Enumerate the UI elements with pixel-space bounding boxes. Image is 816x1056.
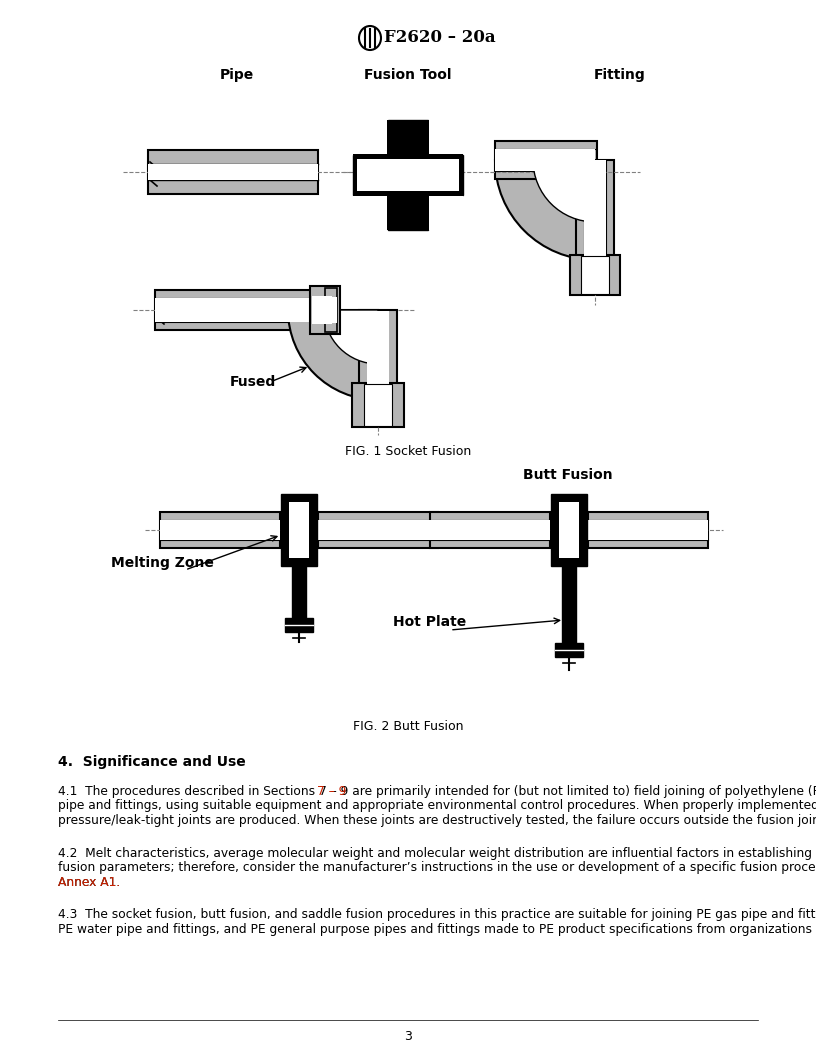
Bar bbox=[562, 566, 576, 646]
Bar bbox=[357, 159, 459, 191]
Bar bbox=[367, 312, 389, 391]
Bar bbox=[310, 286, 340, 334]
Text: Hot Plate: Hot Plate bbox=[393, 615, 467, 629]
Text: Fused: Fused bbox=[230, 375, 276, 389]
Text: Pipe: Pipe bbox=[220, 68, 254, 82]
Bar bbox=[555, 643, 583, 657]
Bar bbox=[160, 512, 280, 548]
Text: 4.  Significance and Use: 4. Significance and Use bbox=[58, 755, 246, 769]
Text: 3: 3 bbox=[404, 1030, 412, 1043]
Text: 4.1  The procedures described in Sections 7 – 9 are primarily intended for (but : 4.1 The procedures described in Sections… bbox=[58, 785, 816, 798]
Bar bbox=[285, 618, 313, 631]
Bar bbox=[429, 120, 463, 154]
Text: PE water pipe and fittings, and PE general purpose pipes and fittings made to PE: PE water pipe and fittings, and PE gener… bbox=[58, 923, 816, 936]
Bar bbox=[559, 502, 579, 558]
Bar bbox=[155, 290, 330, 329]
Text: FIG. 2 Butt Fusion: FIG. 2 Butt Fusion bbox=[353, 720, 463, 733]
Text: Fitting: Fitting bbox=[594, 68, 646, 82]
Text: Butt Fusion: Butt Fusion bbox=[523, 468, 613, 482]
Wedge shape bbox=[288, 310, 378, 400]
Bar bbox=[570, 254, 620, 295]
Text: 4.3  The socket fusion, butt fusion, and saddle fusion procedures in this practi: 4.3 The socket fusion, butt fusion, and … bbox=[58, 908, 816, 921]
Text: pressure/leak-tight joints are produced. When these joints are destructively tes: pressure/leak-tight joints are produced.… bbox=[58, 814, 816, 827]
Wedge shape bbox=[495, 161, 595, 260]
Bar bbox=[312, 296, 332, 324]
Bar bbox=[325, 288, 337, 332]
Bar bbox=[430, 520, 550, 540]
Bar bbox=[588, 512, 708, 548]
Bar bbox=[318, 520, 438, 540]
Bar bbox=[155, 298, 330, 322]
Text: pipe and fittings, using suitable equipment and appropriate environmental contro: pipe and fittings, using suitable equipm… bbox=[58, 799, 816, 812]
Bar bbox=[388, 120, 428, 230]
Text: 7 – 9: 7 – 9 bbox=[317, 785, 346, 798]
Wedge shape bbox=[324, 310, 378, 364]
Bar bbox=[353, 120, 387, 154]
Text: Melting Zone: Melting Zone bbox=[110, 557, 214, 570]
Bar bbox=[576, 161, 614, 260]
Bar bbox=[584, 161, 606, 260]
Text: fusion parameters; therefore, consider the manufacturer’s instructions in the us: fusion parameters; therefore, consider t… bbox=[58, 861, 816, 874]
Bar bbox=[148, 150, 318, 194]
Bar bbox=[281, 494, 317, 566]
Bar bbox=[327, 297, 337, 323]
Text: F2620 – 20a: F2620 – 20a bbox=[384, 30, 495, 46]
Bar bbox=[352, 383, 404, 427]
Text: FIG. 1 Socket Fusion: FIG. 1 Socket Fusion bbox=[345, 445, 471, 458]
Bar bbox=[428, 195, 463, 230]
Bar bbox=[551, 494, 587, 566]
Bar bbox=[160, 520, 280, 540]
Bar bbox=[292, 566, 306, 621]
Bar bbox=[495, 142, 597, 180]
Text: Annex A1.: Annex A1. bbox=[58, 875, 120, 888]
Bar bbox=[148, 164, 318, 180]
Bar bbox=[495, 149, 595, 171]
Bar bbox=[353, 155, 463, 195]
Bar bbox=[353, 120, 388, 155]
Bar bbox=[318, 512, 438, 548]
Bar bbox=[353, 196, 387, 230]
Text: Fusion Tool: Fusion Tool bbox=[364, 68, 452, 82]
Bar bbox=[364, 384, 392, 426]
Bar bbox=[359, 310, 397, 390]
Bar bbox=[429, 196, 463, 230]
Ellipse shape bbox=[359, 26, 381, 50]
Text: 4.2  Melt characteristics, average molecular weight and molecular weight distrib: 4.2 Melt characteristics, average molecu… bbox=[58, 847, 816, 860]
Bar bbox=[428, 120, 463, 155]
Bar bbox=[353, 195, 388, 230]
Bar bbox=[430, 512, 550, 548]
Wedge shape bbox=[533, 161, 595, 222]
Text: Annex A1.: Annex A1. bbox=[58, 875, 120, 888]
Bar bbox=[581, 256, 609, 294]
Bar bbox=[289, 502, 309, 558]
Bar bbox=[588, 520, 708, 540]
